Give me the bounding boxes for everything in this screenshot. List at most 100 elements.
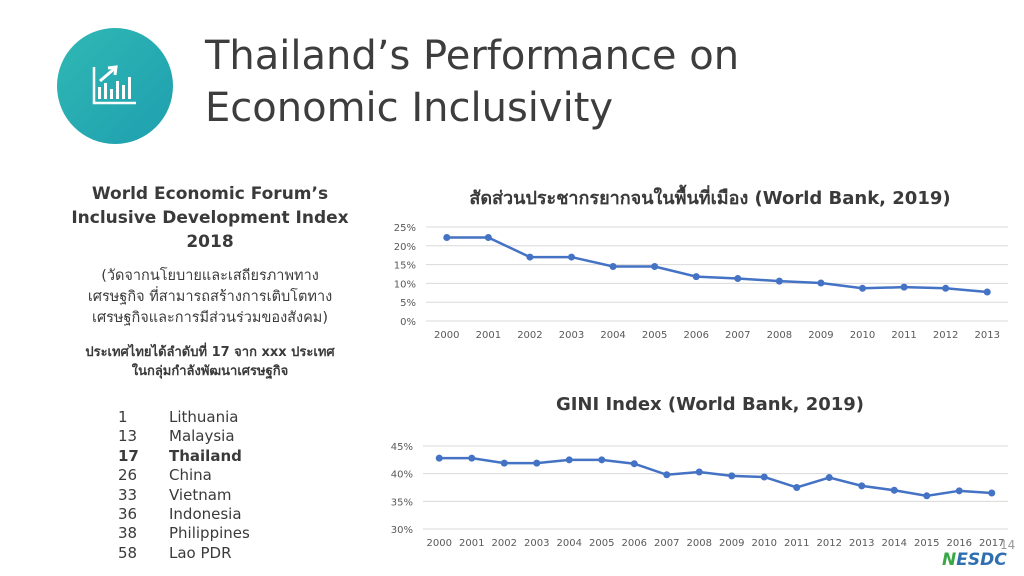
gini-x-tick-label: 2017 (979, 538, 1004, 549)
gini-y-tick-label: 35% (391, 497, 413, 508)
ranking-list: 1 Lithuania 13 Malaysia 17 Thailand 26 China… (118, 408, 318, 563)
gini-data-point (598, 456, 606, 464)
ranking-row: 13 Malaysia (118, 427, 318, 446)
gini-x-tick-label: 2008 (687, 538, 712, 549)
poverty-series-line (446, 236, 988, 294)
poverty-x-tick-label: 2004 (600, 330, 625, 341)
gini-series-line (439, 456, 992, 498)
gini-data-point (565, 456, 573, 464)
rank-country: Malaysia (169, 427, 235, 446)
gini-y-tick-label: 30% (391, 525, 413, 536)
logo-text: ESDC (956, 550, 1007, 570)
page-title: Thailand’s Performance on Economic Inclu… (205, 30, 845, 134)
poverty-x-tick-label: 2003 (559, 330, 584, 341)
gini-data-point (630, 460, 638, 468)
poverty-x-tick-label: 2010 (850, 330, 875, 341)
gini-chart-title: GINI Index (World Bank, 2019) (555, 394, 865, 415)
wef-subtitle: (วัดจากนโยบายและเสถียรภาพทาง เศรษฐกิจ ที… (60, 266, 360, 329)
poverty-data-point (900, 283, 908, 291)
gini-x-tick-label: 2016 (947, 538, 972, 549)
ranking-row: 36 Indonesia (118, 505, 318, 524)
ranking-row: 38 Philippines (118, 524, 318, 543)
gini-y-tick-label: 45% (391, 442, 413, 453)
rank-country: Philippines (169, 524, 250, 543)
poverty-data-point (817, 279, 825, 287)
poverty-x-tick-label: 2008 (767, 330, 792, 341)
ranking-row: 33 Vietnam (118, 486, 318, 505)
poverty-x-tick-label: 2000 (434, 330, 459, 341)
poverty-data-point (775, 277, 783, 285)
rank-number: 33 (118, 485, 138, 504)
gini-data-point (923, 492, 931, 500)
gini-x-tick-label: 2015 (914, 538, 939, 549)
poverty-data-point (942, 284, 950, 292)
poverty-y-tick-label: 10% (394, 279, 416, 290)
gini-x-tick-label: 2009 (719, 538, 744, 549)
wef-title-line3: 2018 (186, 232, 234, 252)
wef-title-line2: Inclusive Development Index (71, 208, 349, 228)
gini-x-tick-label: 2005 (589, 538, 614, 549)
poverty-y-tick-label: 15% (394, 261, 416, 272)
rank-number: 58 (118, 543, 138, 562)
gini-data-point (793, 484, 801, 491)
nesdc-logo: NESDC (942, 550, 1007, 570)
rank-note-line2: ในกลุ่มกำลังพัฒนาเศรษฐกิจ (131, 364, 289, 379)
rank-country: Thailand (169, 446, 242, 465)
poverty-x-tick-label: 2007 (725, 330, 750, 341)
poverty-data-point (692, 273, 700, 281)
poverty-x-tick-label: 2011 (891, 330, 916, 341)
gini-x-tick-label: 2013 (849, 538, 874, 549)
poverty-x-tick-label: 2009 (808, 330, 833, 341)
page-number: 14 (1000, 538, 1016, 552)
ranking-row: 26 China (118, 466, 318, 485)
gini-data-point (890, 486, 898, 494)
page-title-line2: Economic Inclusivity (205, 85, 614, 131)
poverty-data-point (526, 253, 534, 261)
rank-country: Indonesia (169, 505, 242, 524)
gini-data-point (500, 459, 508, 467)
gini-data-point (825, 474, 833, 482)
poverty-chart-title: สัดส่วนประชากรยากจนในพื้นที่เมือง (World… (469, 188, 951, 209)
poverty-x-tick-label: 2002 (517, 330, 542, 341)
poverty-data-point (651, 262, 659, 270)
rank-country: China (169, 466, 212, 485)
gini-x-tick-label: 2004 (557, 538, 582, 549)
poverty-x-tick-label: 2006 (683, 330, 708, 341)
poverty-data-point (568, 253, 575, 261)
gini-x-tick-label: 2000 (427, 538, 452, 549)
poverty-x-tick-label: 2001 (476, 330, 501, 341)
poverty-data-point (443, 234, 451, 242)
rank-country: Vietnam (169, 485, 232, 504)
ranking-row: 1 Lithuania (118, 408, 318, 427)
poverty-x-tick-label: 2012 (933, 330, 958, 341)
chart-growth-icon (57, 28, 173, 144)
poverty-y-tick-label: 0% (400, 317, 416, 328)
ranking-row: 58 Lao PDR (118, 544, 318, 563)
gini-data-point (760, 473, 768, 481)
rank-number: 38 (118, 524, 138, 543)
poverty-data-point (484, 234, 492, 242)
gini-data-point (695, 468, 703, 476)
rank-number: 13 (118, 427, 138, 446)
logo-letter: N (942, 550, 957, 570)
poverty-x-tick-label: 2005 (642, 330, 667, 341)
gini-data-point (663, 471, 671, 479)
rank-number: 1 (118, 408, 128, 426)
wef-subtitle-line2: เศรษฐกิจ ที่สามารถสร้างการเติบโตทาง (87, 289, 333, 305)
gini-data-point (728, 472, 736, 480)
wef-panel: World Economic Forum’s Inclusive Develop… (60, 182, 360, 381)
poverty-data-point (609, 262, 617, 270)
rank-note-line1: ประเทศไทยได้ลำดับที่ 17 จาก xxx ประเทศ (85, 345, 335, 360)
gini-y-tick-label: 40% (391, 470, 413, 481)
rank-number: 36 (118, 505, 138, 524)
ranking-row-thailand: 17 Thailand (118, 447, 318, 466)
gini-x-tick-label: 2010 (752, 538, 777, 549)
gini-x-tick-label: 2007 (654, 538, 679, 549)
poverty-y-tick-label: 25% (394, 223, 416, 234)
gini-data-point (988, 489, 996, 497)
gini-x-tick-label: 2014 (882, 538, 907, 549)
rank-country: Lithuania (169, 408, 239, 426)
rank-number: 26 (118, 466, 138, 485)
rank-note: ประเทศไทยได้ลำดับที่ 17 จาก xxx ประเทศ ใ… (60, 343, 360, 381)
